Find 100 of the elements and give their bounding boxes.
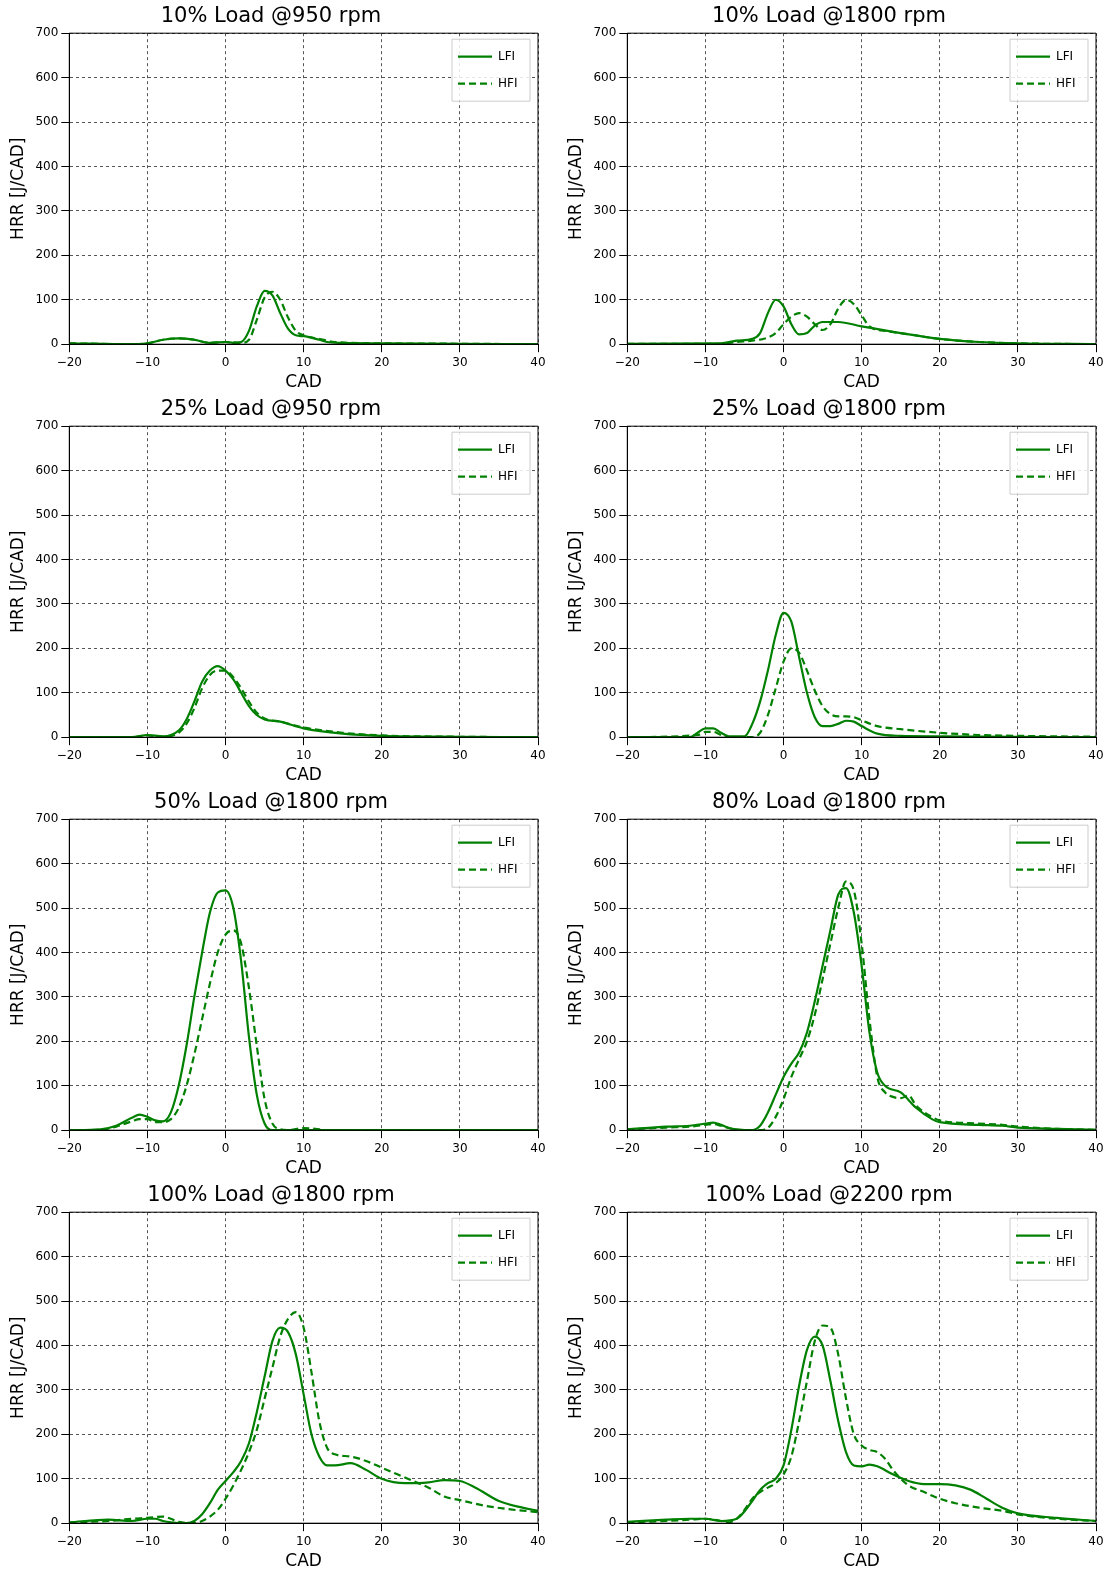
x-tick-label: 20 — [374, 1140, 390, 1155]
y-tick-label: 100 — [35, 1470, 59, 1485]
legend-label: LFI — [1056, 441, 1074, 456]
chart-title: 10% Load @1800 rpm — [712, 3, 946, 28]
y-tick-label: 400 — [35, 551, 59, 566]
x-tick-label: 0 — [221, 1533, 230, 1548]
x-tick-label: 40 — [530, 747, 546, 762]
x-tick-label: 0 — [221, 747, 230, 762]
y-tick-label: 200 — [593, 1426, 617, 1441]
y-tick-label: 0 — [608, 336, 617, 351]
x-tick-label: 0 — [779, 1140, 788, 1155]
x-tick-label: 30 — [452, 1533, 468, 1548]
legend-label: HFI — [1056, 861, 1076, 876]
y-tick-label: 100 — [593, 1077, 617, 1092]
x-tick-label: −20 — [56, 1533, 82, 1548]
chart-title: 25% Load @950 rpm — [160, 396, 382, 421]
y-tick-label: 400 — [593, 1337, 617, 1352]
y-tick-label: 500 — [35, 507, 59, 522]
x-tick-label: −20 — [614, 1533, 640, 1548]
y-axis-title: HRR [J/CAD] — [6, 137, 27, 240]
x-tick-label: −10 — [134, 1533, 161, 1548]
x-tick-label: −10 — [692, 1140, 719, 1155]
y-tick-label: 600 — [35, 1248, 59, 1263]
y-tick-label: 200 — [35, 640, 59, 655]
y-tick-label: 400 — [35, 944, 59, 959]
x-tick-label: −10 — [692, 747, 719, 762]
x-axis-title: CAD — [843, 764, 880, 785]
x-tick-label: 10 — [854, 1140, 870, 1155]
y-tick-label: 300 — [593, 1382, 617, 1397]
legend-label: HFI — [1056, 75, 1076, 90]
x-tick-label: −10 — [134, 1140, 161, 1155]
x-tick-label: −20 — [614, 354, 640, 369]
legend-label: HFI — [498, 861, 518, 876]
x-axis-title: CAD — [843, 1157, 880, 1178]
y-tick-label: 700 — [35, 418, 59, 433]
y-tick-label: 300 — [593, 596, 617, 611]
y-tick-label: 500 — [593, 114, 617, 129]
x-tick-label: 20 — [374, 747, 390, 762]
legend-label: HFI — [498, 1254, 518, 1269]
y-axis-title: HRR [J/CAD] — [564, 137, 585, 240]
x-tick-label: 40 — [530, 1533, 546, 1548]
y-tick-label: 0 — [50, 336, 59, 351]
x-tick-label: −10 — [692, 354, 719, 369]
y-tick-label: 600 — [593, 462, 617, 477]
y-tick-label: 600 — [35, 855, 59, 870]
x-tick-label: −20 — [614, 1140, 640, 1155]
y-axis-title: HRR [J/CAD] — [6, 1316, 27, 1419]
y-tick-label: 0 — [608, 1122, 617, 1137]
y-tick-label: 100 — [35, 684, 59, 699]
x-tick-label: 20 — [374, 1533, 390, 1548]
x-tick-label: −10 — [692, 1533, 719, 1548]
legend-label: LFI — [498, 1227, 516, 1242]
y-tick-label: 0 — [608, 729, 617, 744]
y-tick-label: 0 — [50, 1515, 59, 1530]
x-tick-label: −20 — [56, 747, 82, 762]
legend-label: LFI — [1056, 1227, 1074, 1242]
x-tick-label: 30 — [1010, 1140, 1026, 1155]
x-tick-label: 40 — [1088, 354, 1104, 369]
legend-label: LFI — [498, 48, 516, 63]
x-tick-label: 10 — [296, 354, 312, 369]
y-tick-label: 500 — [593, 900, 617, 915]
y-tick-label: 600 — [35, 462, 59, 477]
legend-label: LFI — [498, 834, 516, 849]
x-axis-title: CAD — [843, 371, 880, 392]
x-tick-label: 10 — [296, 747, 312, 762]
x-tick-label: 20 — [374, 354, 390, 369]
y-tick-label: 400 — [593, 158, 617, 173]
y-axis-title: HRR [J/CAD] — [6, 923, 27, 1026]
x-tick-label: 0 — [779, 1533, 788, 1548]
y-tick-label: 200 — [593, 640, 617, 655]
x-tick-label: 10 — [854, 354, 870, 369]
x-tick-label: 30 — [1010, 354, 1026, 369]
legend-label: HFI — [498, 468, 518, 483]
x-tick-label: 40 — [530, 354, 546, 369]
y-tick-label: 700 — [35, 25, 59, 40]
x-tick-label: −20 — [56, 354, 82, 369]
x-tick-label: 20 — [932, 1533, 948, 1548]
y-tick-label: 300 — [35, 203, 59, 218]
x-tick-label: 30 — [452, 747, 468, 762]
y-axis-title: HRR [J/CAD] — [564, 1316, 585, 1419]
x-tick-label: 40 — [530, 1140, 546, 1155]
chart-title: 80% Load @1800 rpm — [712, 789, 946, 814]
y-tick-label: 300 — [35, 596, 59, 611]
y-tick-label: 300 — [593, 203, 617, 218]
x-tick-label: 10 — [854, 1533, 870, 1548]
y-tick-label: 0 — [608, 1515, 617, 1530]
chart-title: 25% Load @1800 rpm — [712, 396, 946, 421]
chart-title: 100% Load @2200 rpm — [705, 1182, 953, 1207]
y-tick-label: 700 — [593, 811, 617, 826]
chart-title: 10% Load @950 rpm — [160, 3, 382, 28]
y-tick-label: 100 — [35, 1077, 59, 1092]
x-tick-label: 40 — [1088, 1140, 1104, 1155]
x-axis-title: CAD — [285, 1550, 322, 1571]
x-axis-title: CAD — [285, 1157, 322, 1178]
legend-label: LFI — [1056, 48, 1074, 63]
y-tick-label: 300 — [35, 989, 59, 1004]
x-tick-label: 20 — [932, 747, 948, 762]
x-tick-label: −20 — [56, 1140, 82, 1155]
x-axis-title: CAD — [285, 764, 322, 785]
y-tick-label: 100 — [593, 684, 617, 699]
